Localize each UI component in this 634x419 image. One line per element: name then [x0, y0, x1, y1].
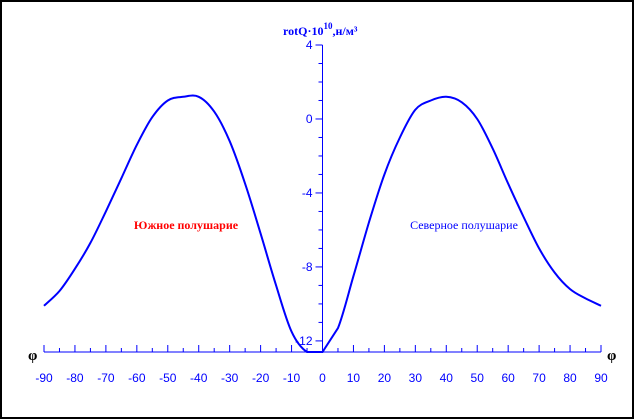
annotation-south: Южное полушарие — [134, 218, 239, 232]
x-axis-label-left: φ — [28, 348, 37, 364]
x-tick-label: 70 — [532, 371, 546, 385]
y-axis-label-exp: 10 — [323, 21, 333, 31]
x-tick-label: 20 — [378, 371, 392, 385]
y-tick-label: -8 — [302, 260, 313, 274]
y-tick-label: 0 — [306, 112, 313, 126]
x-tick-label: -30 — [221, 371, 239, 385]
x-tick-label: 0 — [319, 371, 326, 385]
y-axis-label-unit: н/м³ — [335, 24, 357, 38]
x-tick-label: -40 — [190, 371, 208, 385]
y-tick-label: -4 — [302, 186, 313, 200]
x-tick-label: 30 — [409, 371, 423, 385]
x-tick-label: 10 — [347, 371, 361, 385]
series-line — [43, 94, 602, 353]
y-axis-label-base: 10 — [311, 24, 323, 38]
x-tick-label: 80 — [563, 371, 577, 385]
x-tick-label: -10 — [283, 371, 301, 385]
ticks — [43, 44, 602, 352]
x-tick-label: -70 — [97, 371, 115, 385]
axes — [44, 45, 601, 353]
x-tick-label: 60 — [501, 371, 515, 385]
x-tick-label: -50 — [159, 371, 177, 385]
y-axis-label-dot: · — [307, 24, 311, 38]
x-tick-label: -90 — [35, 371, 53, 385]
x-tick-label: -20 — [252, 371, 270, 385]
y-axis-label-comma: , — [332, 24, 335, 38]
x-tick-label: 50 — [471, 371, 485, 385]
tick-labels: -90 -80 -70 -60 -50 -40 -30 -20 -10 0 10 20 30 40 50 60… — [35, 38, 608, 385]
x-tick-label: -60 — [128, 371, 146, 385]
x-axis-label-right: φ — [607, 348, 616, 364]
annotation-north: Северное полушарие — [410, 218, 518, 232]
x-tick-label: 90 — [594, 371, 608, 385]
x-tick-label: -80 — [66, 371, 84, 385]
y-tick-label: -12 — [295, 334, 313, 348]
x-tick-label: 40 — [440, 371, 454, 385]
y-axis-label: rotQ·1010,н/м³ — [283, 21, 358, 38]
y-tick-label: 4 — [306, 38, 313, 52]
y-axis-label-main: rotQ — [283, 24, 307, 38]
